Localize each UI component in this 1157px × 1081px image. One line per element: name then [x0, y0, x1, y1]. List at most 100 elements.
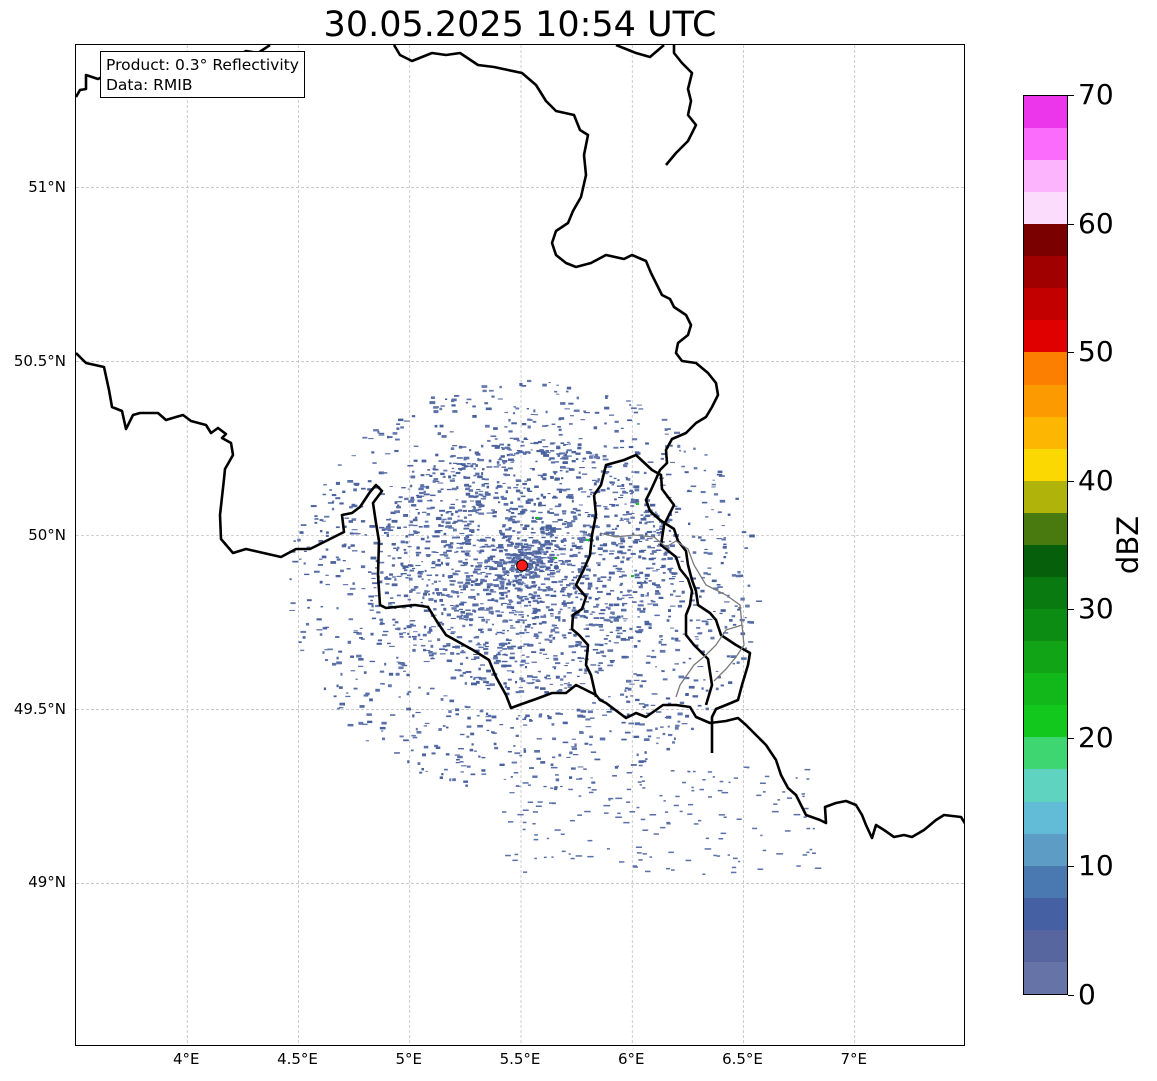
echo-pixel — [522, 595, 528, 598]
echo-pixel — [508, 458, 514, 461]
echo-pixel — [659, 525, 665, 527]
echo-pixel — [503, 682, 507, 685]
echo-pixel — [559, 417, 565, 420]
echo-pixel — [397, 557, 402, 559]
echo-pixel — [324, 649, 329, 651]
echo-pixel — [454, 669, 458, 671]
echo-pixel — [385, 527, 391, 531]
echo-pixel — [550, 631, 553, 633]
echo-pixel — [484, 493, 488, 495]
echo-pixel — [481, 478, 485, 480]
echo-pixel — [486, 729, 490, 732]
echo-pixel — [386, 518, 391, 521]
echo-pixel — [523, 487, 526, 489]
echo-pixel — [637, 604, 644, 607]
echo-pixel — [519, 383, 523, 386]
echo-pixel — [723, 556, 727, 559]
echo-pixel — [525, 568, 530, 571]
echo-pixel — [515, 680, 518, 684]
echo-pixel — [532, 468, 535, 471]
echo-pixel — [514, 545, 520, 548]
echo-pixel — [391, 543, 396, 546]
echo-pixel — [604, 406, 610, 410]
echo-pixel — [603, 445, 607, 448]
echo-pixel — [408, 533, 414, 536]
echo-pixel — [718, 814, 725, 816]
echo-pixel — [431, 657, 434, 659]
echo-pixel — [385, 577, 392, 580]
echo-pixel — [577, 814, 582, 816]
echo-pixel — [526, 408, 529, 410]
echo-pixel — [474, 453, 481, 455]
echo-pixel — [728, 781, 731, 784]
echo-pixel — [362, 436, 368, 439]
echo-pixel — [508, 619, 513, 621]
echo-pixel — [424, 590, 427, 593]
echo-pixel — [551, 856, 554, 858]
echo-pixel — [705, 516, 709, 518]
echo-pixel — [693, 467, 698, 470]
echo-pixel — [631, 407, 637, 410]
radar-map[interactable] — [75, 44, 965, 1046]
echo-pixel — [424, 722, 430, 725]
echo-pixel — [537, 597, 542, 599]
echo-pixel — [564, 526, 570, 529]
echo-pixel — [447, 511, 452, 513]
echo-pixel — [325, 548, 329, 551]
echo-pixel — [542, 425, 548, 427]
echo-pixel — [518, 687, 523, 689]
echo-pixel — [521, 679, 526, 683]
border-de-north — [665, 45, 698, 166]
echo-pixel — [480, 679, 487, 681]
echo-pixel — [442, 645, 447, 648]
echo-pixel — [576, 778, 582, 780]
echo-pixel — [525, 631, 530, 634]
echo-pixel — [445, 726, 449, 729]
echo-pixel — [302, 636, 306, 639]
echo-pixel — [512, 521, 518, 524]
echo-pixel — [543, 552, 547, 556]
echo-pixel — [771, 810, 779, 813]
echo-pixel — [698, 536, 702, 539]
echo-pixel — [624, 462, 629, 465]
echo-pixel — [470, 676, 473, 678]
echo-pixel — [628, 722, 634, 725]
echo-pixel — [578, 504, 583, 506]
echo-pixel — [545, 543, 552, 546]
echo-pixel — [499, 443, 504, 446]
echo-pixel — [619, 537, 625, 541]
echo-pixel — [425, 649, 431, 651]
echo-pixel — [563, 683, 568, 685]
echo-pixel — [531, 527, 534, 530]
echo-pixel — [481, 756, 486, 759]
longitude-tick-label: 4°E — [172, 1050, 200, 1068]
echo-pixel — [469, 623, 473, 627]
echo-pixel — [384, 662, 387, 666]
echo-pixel — [335, 636, 340, 638]
echo-pixel — [361, 487, 366, 490]
echo-pixel — [513, 406, 517, 408]
echo-pixel — [669, 605, 676, 607]
echo-pixel — [448, 545, 453, 549]
echo-pixel — [524, 480, 528, 482]
echo-pixel — [571, 544, 577, 548]
echo-pixel — [564, 687, 567, 689]
echo-pixel — [441, 540, 447, 543]
longitude-tick-label: 7°E — [840, 1050, 868, 1068]
echo-pixel — [541, 621, 547, 624]
echo-pixel — [460, 611, 465, 614]
echo-pixel — [582, 473, 588, 475]
echo-pixel — [523, 452, 527, 455]
echo-pixel — [604, 422, 607, 425]
echo-pixel — [505, 553, 511, 556]
echo-pixel — [516, 439, 520, 442]
echo-pixel — [469, 521, 474, 523]
echo-pixel — [433, 478, 439, 481]
echo-pixel — [764, 775, 770, 778]
echo-pixel — [593, 617, 600, 619]
echo-pixel — [633, 866, 638, 868]
echo-pixel — [609, 550, 615, 552]
echo-pixel — [481, 769, 486, 772]
echo-pixel — [522, 482, 527, 486]
colorbar-label: dBZ — [1111, 515, 1145, 575]
